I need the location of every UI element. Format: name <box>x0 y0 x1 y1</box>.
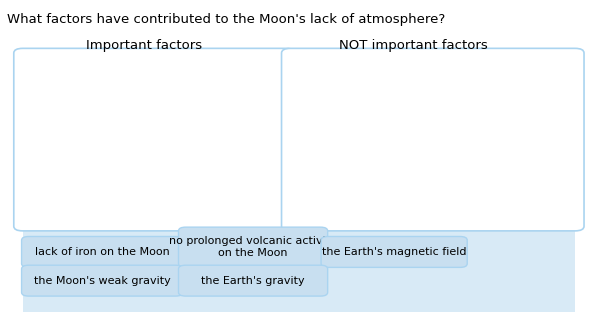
FancyBboxPatch shape <box>22 236 183 267</box>
Text: the Earth's magnetic field: the Earth's magnetic field <box>322 247 467 257</box>
Text: the Moon's weak gravity: the Moon's weak gravity <box>34 275 171 286</box>
FancyBboxPatch shape <box>23 229 575 312</box>
FancyBboxPatch shape <box>282 48 584 231</box>
Text: Important factors: Important factors <box>86 39 202 52</box>
FancyBboxPatch shape <box>14 48 295 231</box>
Text: no prolonged volcanic activity
on the Moon: no prolonged volcanic activity on the Mo… <box>169 236 337 258</box>
FancyBboxPatch shape <box>179 265 328 296</box>
Text: the Earth's gravity: the Earth's gravity <box>201 275 305 286</box>
Text: What factors have contributed to the Moon's lack of atmosphere?: What factors have contributed to the Moo… <box>7 13 446 26</box>
Text: NOT important factors: NOT important factors <box>339 39 488 52</box>
FancyBboxPatch shape <box>321 236 467 267</box>
FancyBboxPatch shape <box>22 265 183 296</box>
FancyBboxPatch shape <box>179 227 328 267</box>
Text: lack of iron on the Moon: lack of iron on the Moon <box>35 247 170 257</box>
